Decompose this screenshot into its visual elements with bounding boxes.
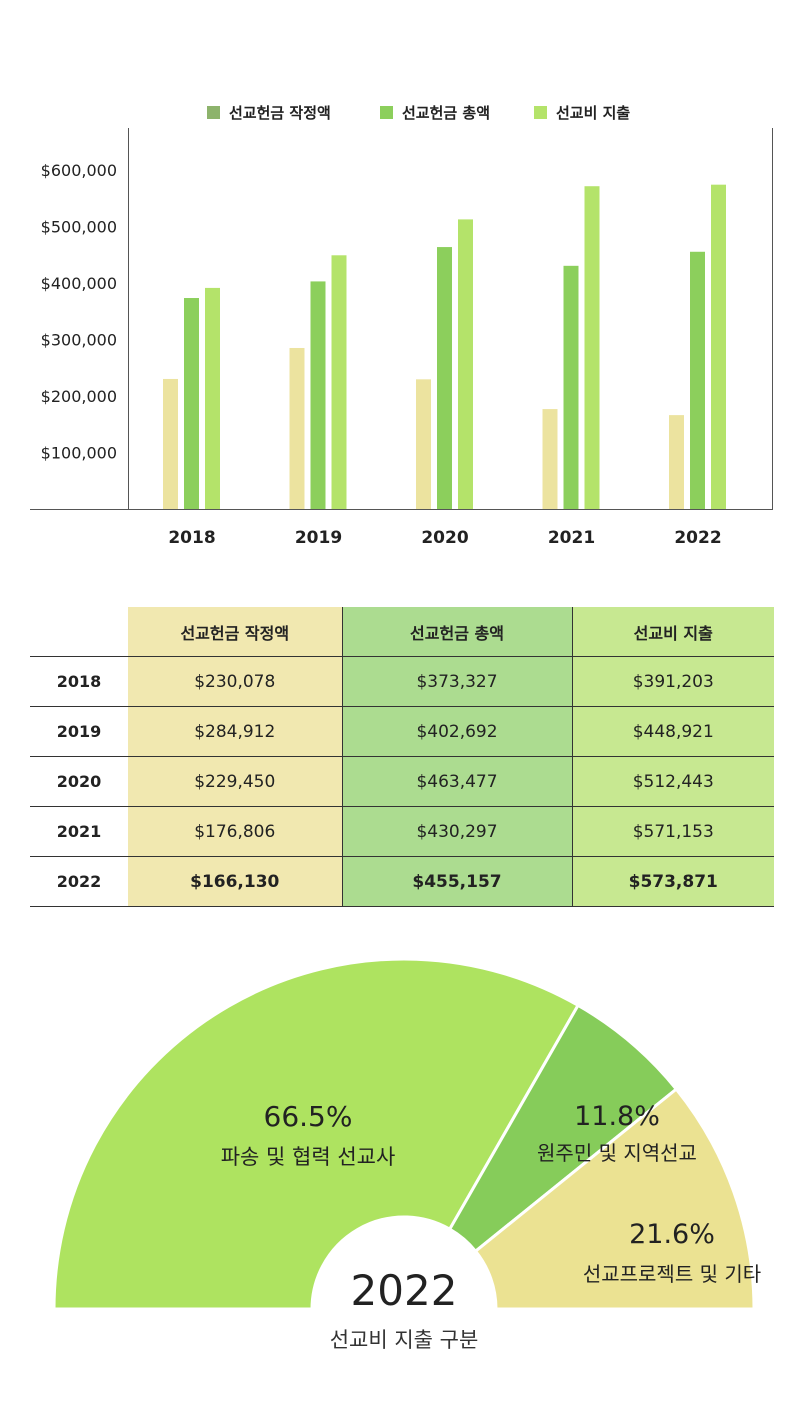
pie-labels: 66.5% 파송 및 협력 선교사 11.8% 원주민 및 지역선교 21.6% 선교프로… (221, 1100, 761, 1286)
pie-slice (52, 957, 581, 1311)
table-cell: $176,806 (128, 806, 342, 857)
table-cell: $166,130 (128, 856, 342, 907)
table-cell: $463,477 (341, 756, 572, 807)
pie-slice-label: 선교프로젝트 및 기타 (583, 1262, 761, 1286)
y-axis-tick-labels: $100,000 $200,000 $300,000 $400,000 $500,000… (41, 161, 117, 463)
data-table: 선교헌금 작정액 선교헌금 총액 선교비 지출 2018 $230,078 $3… (30, 607, 774, 907)
table-cell: $391,203 (571, 656, 774, 707)
table-cell: $230,078 (128, 656, 342, 707)
table-row-year: 2019 (56, 722, 102, 741)
semi-donut-chart: 66.5% 파송 및 협력 선교사 11.8% 원주민 및 지역선교 21.6% 선교프로… (52, 957, 761, 1352)
y-tick-label: $600,000 (41, 161, 117, 180)
x-tick-label: 2020 (421, 528, 468, 548)
legend-swatch (534, 106, 547, 119)
x-tick-label: 2019 (295, 528, 342, 548)
table-row: 2020 $229,450 $463,477 $512,443 (30, 756, 774, 807)
table-row-year: 2021 (56, 822, 102, 841)
pie-slice-percent: 66.5% (264, 1100, 353, 1133)
table-cell: $571,153 (571, 806, 774, 857)
bar (690, 251, 705, 509)
pie-slice-label: 원주민 및 지역선교 (537, 1141, 697, 1165)
table-header-row: 선교헌금 작정액 선교헌금 총액 선교비 지출 (30, 607, 774, 657)
legend-label: 선교헌금 작정액 (229, 104, 331, 122)
table-row-year: 2020 (56, 772, 102, 791)
table-row: 2021 $176,806 $430,297 $571,153 (30, 806, 774, 857)
bar (416, 379, 431, 509)
table-header-corner (30, 607, 128, 657)
pie-slice-percent: 21.6% (629, 1219, 715, 1250)
legend-label: 선교비 지출 (556, 104, 630, 122)
bar (163, 378, 178, 509)
table-header-cell: 선교헌금 총액 (341, 607, 572, 657)
y-tick-label: $200,000 (41, 387, 117, 406)
legend-swatch (380, 106, 393, 119)
bar (310, 281, 326, 509)
chart-legend: 선교헌금 작정액 선교헌금 총액 선교비 지출 (207, 104, 630, 122)
table-cell: $512,443 (571, 756, 774, 807)
bar (669, 415, 684, 509)
y-tick-label: $400,000 (41, 274, 117, 293)
table-row-year: 2022 (56, 872, 102, 891)
table-cell: $229,450 (128, 756, 342, 807)
bar-chart: 선교헌금 작정액 선교헌금 총액 선교비 지출 $100,000 $200,000 $3… (30, 104, 773, 548)
bar (184, 298, 199, 509)
pie-caption: 선교비 지출 구분 (330, 1328, 479, 1352)
x-axis-tick-labels: 2018 2019 2020 2021 2022 (168, 528, 721, 548)
bar (289, 347, 305, 509)
table-row: 2019 $284,912 $402,692 $448,921 (30, 706, 774, 757)
bar (205, 287, 220, 509)
table-cell: $284,912 (128, 706, 342, 757)
pie-slice (473, 1087, 756, 1311)
bar (563, 265, 579, 509)
pie-slice-label: 파송 및 협력 선교사 (221, 1145, 396, 1169)
table-row: 2018 $230,078 $373,327 $391,203 (30, 656, 774, 707)
table-cell: $430,297 (341, 806, 572, 857)
pie-center-label: 2022 (351, 1266, 458, 1315)
x-tick-label: 2021 (548, 528, 595, 548)
table-row-year: 2018 (56, 672, 102, 691)
bar (331, 255, 347, 509)
table-cell: $455,157 (341, 856, 572, 907)
legend-label: 선교헌금 총액 (402, 104, 490, 122)
bar (711, 184, 726, 509)
legend-swatch (207, 106, 220, 119)
x-tick-label: 2018 (168, 528, 215, 548)
pie-slice-percent: 11.8% (574, 1101, 660, 1132)
bar (437, 247, 452, 509)
bar (584, 186, 600, 509)
y-tick-label: $100,000 (41, 443, 117, 462)
bar-marks (163, 184, 726, 509)
table-cell: $373,327 (341, 656, 572, 707)
table-header-cell: 선교비 지출 (571, 607, 774, 657)
pie-slices (52, 957, 756, 1311)
y-tick-label: $500,000 (41, 217, 117, 236)
x-tick-label: 2022 (674, 528, 721, 548)
table-header-cell: 선교헌금 작정액 (128, 607, 342, 657)
table-cell: $402,692 (341, 706, 572, 757)
bar (542, 409, 558, 509)
bar (458, 219, 473, 509)
table-row: 2022 $166,130 $455,157 $573,871 (30, 856, 774, 907)
y-tick-label: $300,000 (41, 330, 117, 349)
table-cell: $573,871 (571, 856, 774, 907)
table-cell: $448,921 (571, 706, 774, 757)
